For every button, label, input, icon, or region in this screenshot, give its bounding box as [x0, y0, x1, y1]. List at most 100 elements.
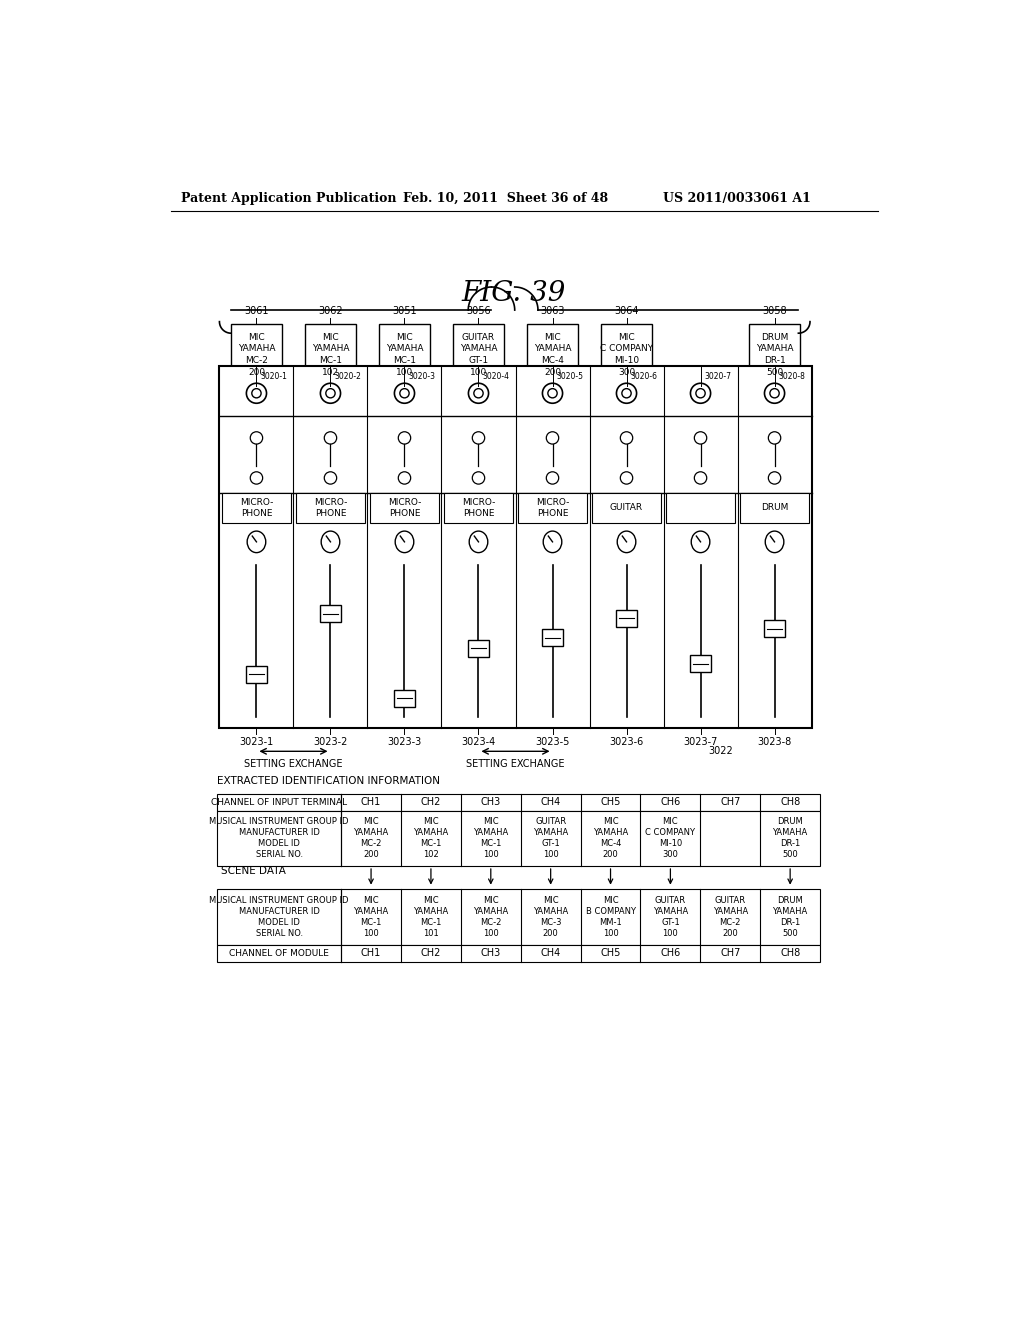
- Text: 3061: 3061: [244, 306, 268, 317]
- Text: MIC
YAMAHA
MC-2
100: MIC YAMAHA MC-2 100: [473, 896, 509, 939]
- Text: 3023-3: 3023-3: [387, 737, 422, 747]
- Text: 3023-6: 3023-6: [609, 737, 644, 747]
- Text: MICRO-
PHONE: MICRO- PHONE: [536, 498, 569, 517]
- Bar: [305, 323, 355, 385]
- Text: SETTING EXCHANGE: SETTING EXCHANGE: [244, 759, 343, 770]
- Bar: [219, 367, 812, 729]
- Bar: [217, 793, 820, 810]
- Text: Feb. 10, 2011  Sheet 36 of 48: Feb. 10, 2011 Sheet 36 of 48: [403, 191, 608, 205]
- Text: MIC
YAMAHA
MC-1
102: MIC YAMAHA MC-1 102: [414, 817, 449, 859]
- Text: MIC
C COMPANY
MI-10
300: MIC C COMPANY MI-10 300: [600, 333, 653, 378]
- Bar: [518, 494, 587, 523]
- Bar: [217, 945, 820, 961]
- Text: MIC
YAMAHA
MC-4
200: MIC YAMAHA MC-4 200: [593, 817, 628, 859]
- Bar: [543, 630, 562, 647]
- Text: MIC
YAMAHA
MC-2
200: MIC YAMAHA MC-2 200: [238, 333, 275, 378]
- Text: MUSICAL INSTRUMENT GROUP ID
MANUFACTURER ID
MODEL ID
SERIAL NO.: MUSICAL INSTRUMENT GROUP ID MANUFACTURER…: [209, 896, 349, 939]
- Text: 3022: 3022: [709, 746, 733, 756]
- Text: 3063: 3063: [541, 306, 565, 317]
- Text: GUITAR: GUITAR: [610, 503, 643, 512]
- Text: MIC
C COMPANY
MI-10
300: MIC C COMPANY MI-10 300: [645, 817, 695, 859]
- Text: CH8: CH8: [780, 797, 801, 807]
- Text: 3023-8: 3023-8: [758, 737, 792, 747]
- Text: CH4: CH4: [541, 948, 561, 958]
- Text: 3056: 3056: [466, 306, 490, 317]
- Text: CH1: CH1: [360, 948, 381, 958]
- Text: FIG. 39: FIG. 39: [461, 280, 565, 306]
- Bar: [690, 655, 711, 672]
- Text: CH2: CH2: [421, 948, 441, 958]
- Bar: [321, 605, 341, 622]
- Text: MIC
B COMPANY
MM-1
100: MIC B COMPANY MM-1 100: [586, 896, 636, 939]
- Bar: [592, 494, 662, 523]
- Text: 3020-4: 3020-4: [482, 372, 509, 381]
- Text: 3023-2: 3023-2: [313, 737, 348, 747]
- Bar: [666, 494, 735, 523]
- Bar: [222, 494, 291, 523]
- Text: CHANNEL OF MODULE: CHANNEL OF MODULE: [229, 949, 329, 957]
- Text: DRUM
YAMAHA
DR-1
500: DRUM YAMAHA DR-1 500: [756, 333, 794, 378]
- Bar: [231, 323, 282, 385]
- Text: CH6: CH6: [660, 797, 681, 807]
- Text: US 2011/0033061 A1: US 2011/0033061 A1: [663, 191, 811, 205]
- Text: MICRO-
PHONE: MICRO- PHONE: [313, 498, 347, 517]
- Text: 3020-5: 3020-5: [556, 372, 584, 381]
- Text: CH3: CH3: [480, 797, 501, 807]
- Text: 3023-4: 3023-4: [462, 737, 496, 747]
- Text: CH7: CH7: [720, 797, 740, 807]
- Text: CH5: CH5: [600, 948, 621, 958]
- Bar: [443, 494, 513, 523]
- Text: MIC
YAMAHA
MC-4
200: MIC YAMAHA MC-4 200: [534, 333, 571, 378]
- Text: CH8: CH8: [780, 948, 801, 958]
- Text: CH7: CH7: [720, 948, 740, 958]
- Text: 3058: 3058: [762, 306, 786, 317]
- Bar: [247, 665, 266, 682]
- Text: Patent Application Publication: Patent Application Publication: [180, 191, 396, 205]
- Bar: [370, 494, 439, 523]
- Bar: [527, 323, 578, 385]
- Text: DRUM
YAMAHA
DR-1
500: DRUM YAMAHA DR-1 500: [772, 817, 808, 859]
- Bar: [765, 620, 784, 638]
- Text: CH3: CH3: [480, 948, 501, 958]
- Text: 3064: 3064: [614, 306, 639, 317]
- Bar: [750, 323, 800, 385]
- Text: GUITAR
YAMAHA
MC-2
200: GUITAR YAMAHA MC-2 200: [713, 896, 748, 939]
- Text: 3023-1: 3023-1: [240, 737, 273, 747]
- Text: MICRO-
PHONE: MICRO- PHONE: [388, 498, 421, 517]
- Text: DRUM
YAMAHA
DR-1
500: DRUM YAMAHA DR-1 500: [772, 896, 808, 939]
- Text: 3023-5: 3023-5: [536, 737, 569, 747]
- Bar: [217, 890, 820, 945]
- Text: GUITAR
YAMAHA
GT-1
100: GUITAR YAMAHA GT-1 100: [460, 333, 498, 378]
- Text: 3020-6: 3020-6: [631, 372, 657, 381]
- Text: SCENE DATA: SCENE DATA: [221, 866, 286, 876]
- Text: MIC
YAMAHA
MC-1
101: MIC YAMAHA MC-1 101: [414, 896, 449, 939]
- Bar: [296, 494, 366, 523]
- Text: CH4: CH4: [541, 797, 561, 807]
- Text: 3020-8: 3020-8: [778, 372, 805, 381]
- Bar: [616, 610, 637, 627]
- Text: CH6: CH6: [660, 948, 681, 958]
- Bar: [394, 690, 415, 708]
- Text: 3020-2: 3020-2: [335, 372, 361, 381]
- Text: 3020-3: 3020-3: [409, 372, 435, 381]
- Bar: [740, 494, 809, 523]
- Text: MIC
YAMAHA
MC-3
200: MIC YAMAHA MC-3 200: [534, 896, 568, 939]
- Bar: [217, 810, 820, 866]
- Text: MIC
YAMAHA
MC-1
100: MIC YAMAHA MC-1 100: [386, 333, 423, 378]
- Text: MIC
YAMAHA
MC-1
102: MIC YAMAHA MC-1 102: [311, 333, 349, 378]
- Bar: [601, 323, 651, 385]
- Text: CH5: CH5: [600, 797, 621, 807]
- Text: MICRO-
PHONE: MICRO- PHONE: [240, 498, 273, 517]
- Bar: [454, 323, 504, 385]
- Text: 3020-7: 3020-7: [705, 372, 731, 381]
- Text: 3023-7: 3023-7: [683, 737, 718, 747]
- Text: MIC
YAMAHA
MC-1
100: MIC YAMAHA MC-1 100: [473, 817, 509, 859]
- Text: EXTRACTED IDENTIFICATION INFORMATION: EXTRACTED IDENTIFICATION INFORMATION: [217, 776, 440, 785]
- Text: MIC
YAMAHA
MC-2
200: MIC YAMAHA MC-2 200: [353, 817, 389, 859]
- Text: 3062: 3062: [318, 306, 343, 317]
- Text: GUITAR
YAMAHA
GT-1
100: GUITAR YAMAHA GT-1 100: [534, 817, 568, 859]
- Bar: [468, 640, 488, 657]
- Bar: [379, 323, 430, 385]
- Text: GUITAR
YAMAHA
GT-1
100: GUITAR YAMAHA GT-1 100: [652, 896, 688, 939]
- Text: CHANNEL OF INPUT TERMINAL: CHANNEL OF INPUT TERMINAL: [211, 797, 347, 807]
